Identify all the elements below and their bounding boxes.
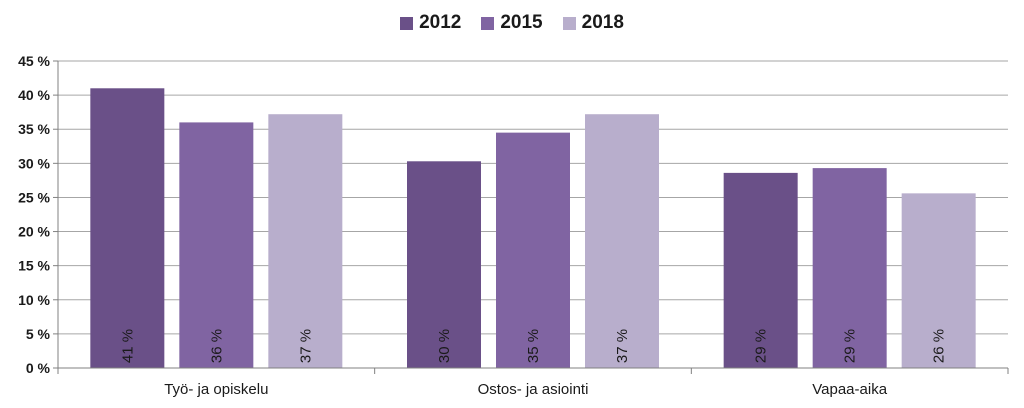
legend-swatch-2015: [481, 16, 495, 30]
legend-item-2018: 2018: [562, 12, 624, 34]
y-tick-label-10: 10 %: [18, 292, 50, 308]
data-label-2018-3: 26 %: [931, 329, 948, 363]
data-label-2015-3: 29 %: [842, 329, 859, 363]
data-label-2018-2: 37 %: [614, 329, 631, 363]
bar-2012-3: [723, 172, 798, 368]
bar-2012-2: [407, 161, 481, 368]
bar-2015-1: [179, 122, 254, 369]
y-tick-label-20: 20 %: [18, 224, 50, 240]
bar-2018-3: [901, 193, 976, 368]
y-tick-label-45: 45 %: [18, 53, 50, 69]
x-tick-label-2: Ostos- ja asiointi: [478, 381, 589, 398]
y-tick-label-15: 15 %: [18, 258, 50, 274]
y-tick-label-35: 35 %: [18, 121, 50, 137]
legend-swatch-2012: [400, 16, 414, 30]
bar-2012-1: [90, 88, 165, 369]
data-label-2012-3: 29 %: [753, 329, 770, 363]
legend-label-2012: 2012: [419, 12, 462, 33]
data-label-2015-2: 35 %: [525, 329, 542, 363]
y-tick-label-40: 40 %: [18, 87, 50, 103]
y-tick-label-30: 30 %: [18, 155, 50, 171]
bar-2018-1: [268, 114, 343, 368]
data-label-2012-2: 30 %: [436, 329, 453, 363]
bar-2015-2: [496, 132, 570, 368]
data-label-2018-1: 37 %: [297, 329, 314, 363]
bar-2015-3: [812, 168, 887, 368]
legend-item-2012: 2012: [400, 12, 461, 34]
data-label-2012-1: 41 %: [119, 329, 136, 363]
y-tick-label-0: 0 %: [26, 360, 51, 376]
legend-label-2015: 2015: [500, 12, 543, 33]
y-tick-label-5: 5 %: [26, 326, 51, 342]
legend-label-2018: 2018: [581, 12, 624, 33]
bar-2018-2: [585, 114, 659, 368]
data-label-2015-1: 36 %: [208, 329, 225, 363]
x-tick-label-3: Vapaa-aika: [812, 381, 887, 398]
legend: 2012 2015 2018: [0, 12, 1024, 34]
x-tick-label-1: Työ- ja opiskelu: [164, 381, 268, 398]
legend-item-2015: 2015: [481, 12, 543, 34]
y-tick-label-25: 25 %: [18, 189, 50, 205]
legend-swatch-2018: [562, 16, 576, 30]
